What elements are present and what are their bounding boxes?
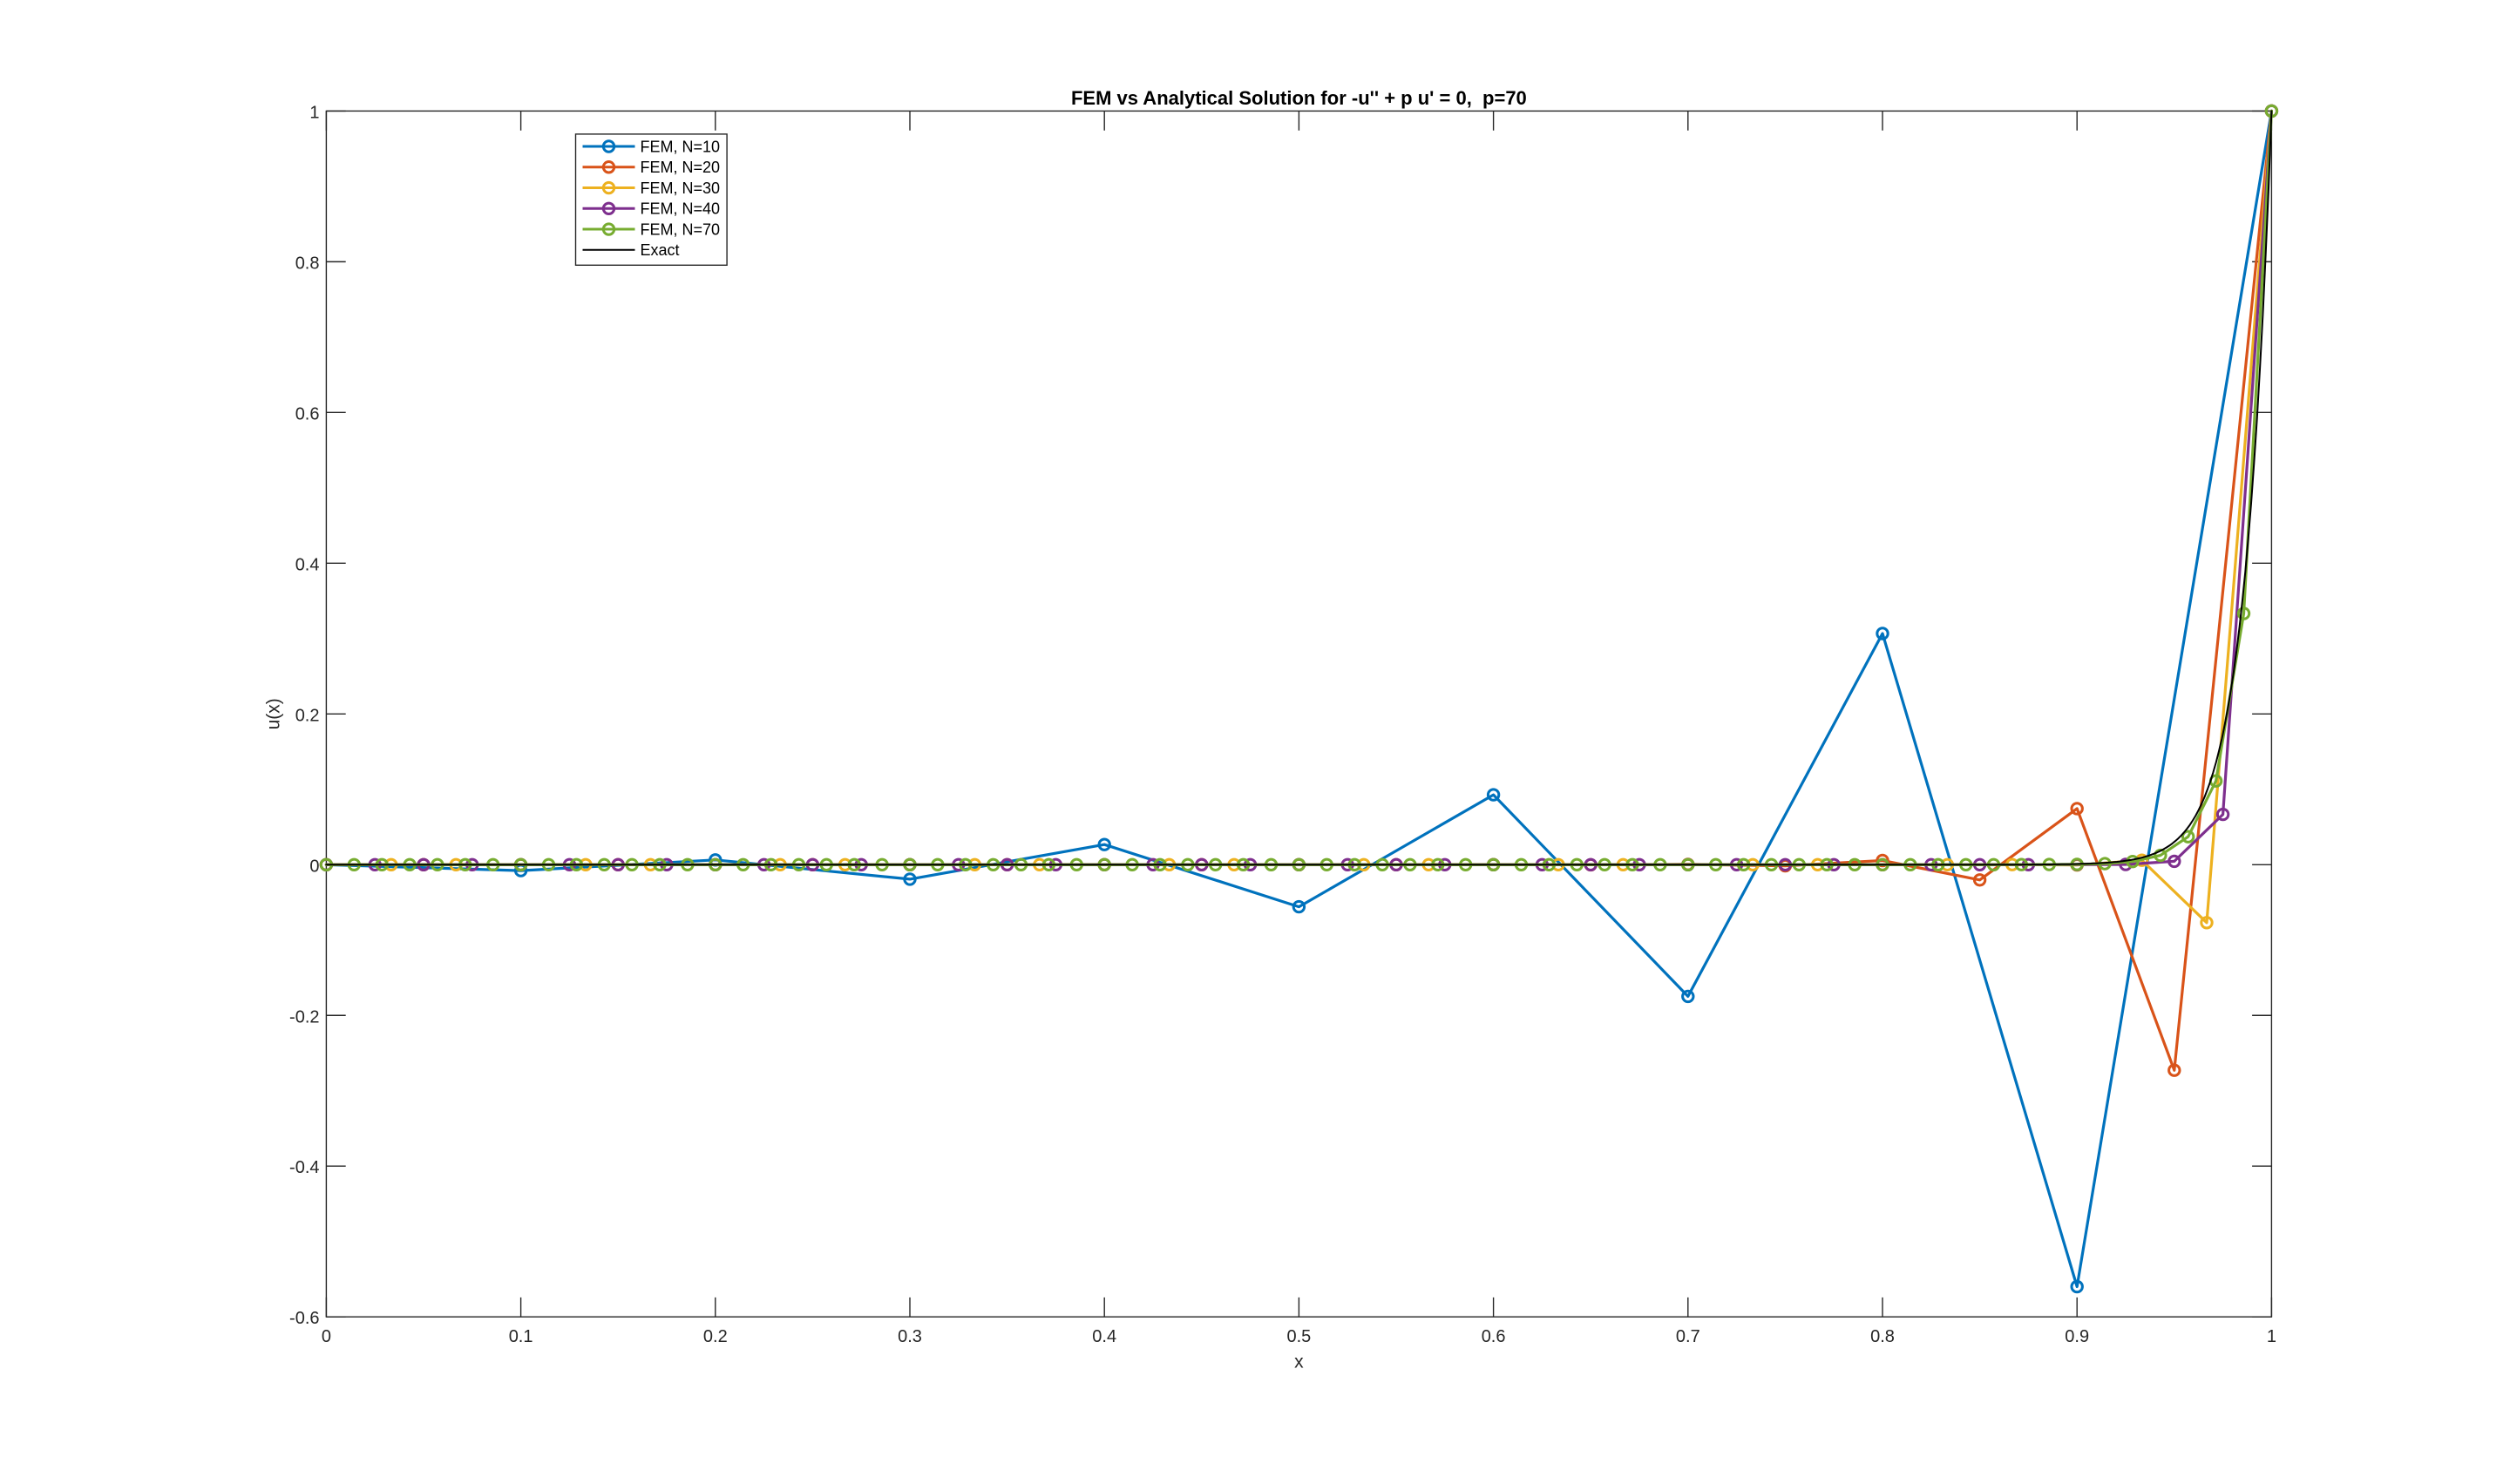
svg-text:0: 0 [309,857,319,876]
svg-text:0.5: 0.5 [1286,1327,1311,1346]
svg-text:FEM, N=10: FEM, N=10 [641,138,721,155]
svg-text:1: 1 [309,103,319,122]
svg-text:1: 1 [2267,1327,2276,1346]
svg-text:0.1: 0.1 [509,1327,533,1346]
svg-text:0.8: 0.8 [1870,1327,1895,1346]
svg-text:0.9: 0.9 [2065,1327,2089,1346]
svg-text:-0.6: -0.6 [289,1309,319,1328]
svg-text:0.7: 0.7 [1676,1327,1700,1346]
svg-text:0.8: 0.8 [295,254,320,273]
svg-text:0.4: 0.4 [1092,1327,1116,1346]
svg-text:0.3: 0.3 [898,1327,922,1346]
svg-text:0.6: 0.6 [1482,1327,1506,1346]
svg-text:0.2: 0.2 [295,706,320,725]
svg-text:Exact: Exact [641,241,680,259]
svg-text:0: 0 [322,1327,331,1346]
svg-text:0.2: 0.2 [703,1327,728,1346]
svg-text:-0.4: -0.4 [289,1158,319,1177]
svg-text:-0.2: -0.2 [289,1007,319,1027]
svg-text:0.6: 0.6 [295,404,320,424]
svg-text:x: x [1294,1352,1304,1372]
svg-text:FEM vs Analytical Solution for: FEM vs Analytical Solution for -u'' + p … [1071,87,1527,109]
svg-text:0.4: 0.4 [295,555,320,574]
svg-text:FEM, N=20: FEM, N=20 [641,159,721,176]
svg-text:FEM, N=70: FEM, N=70 [641,220,721,238]
svg-text:FEM, N=40: FEM, N=40 [641,200,721,218]
svg-text:u(x): u(x) [264,698,284,729]
svg-text:FEM, N=30: FEM, N=30 [641,180,721,197]
